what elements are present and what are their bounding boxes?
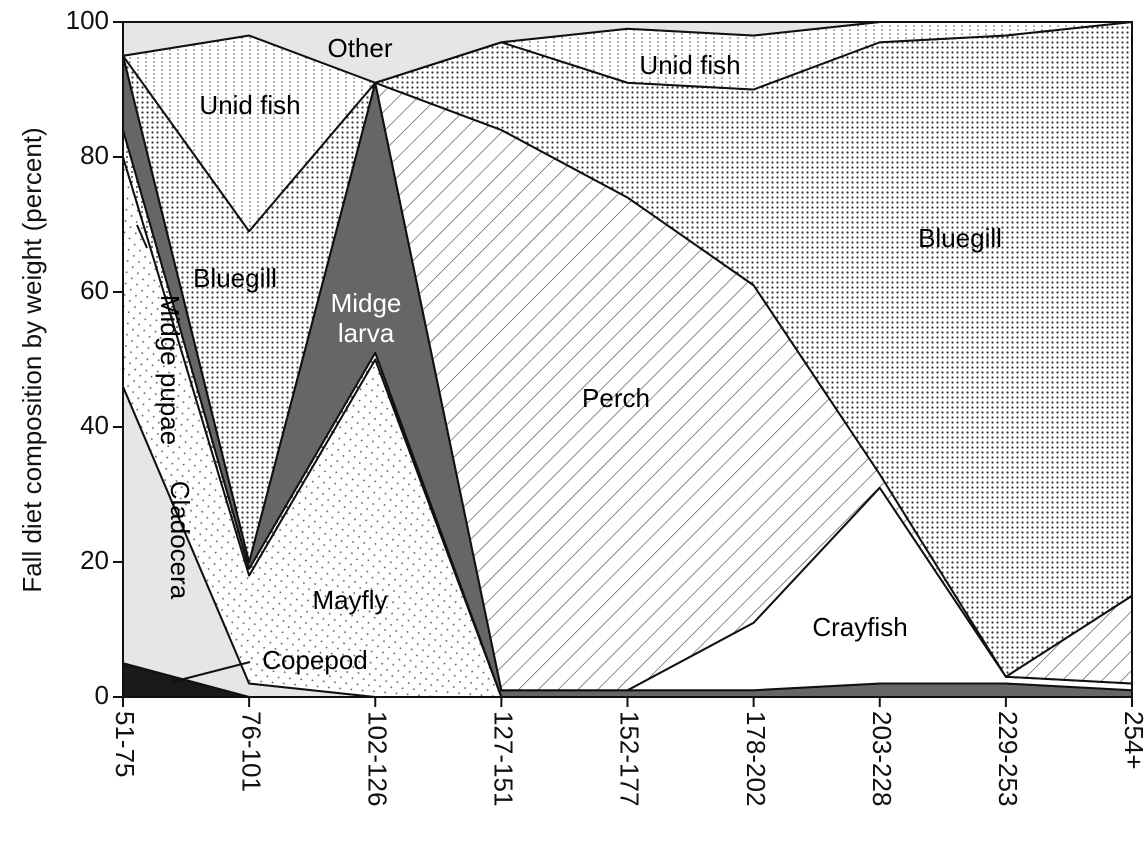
x-tick-label: 127-151 [489,711,519,806]
area-label: Bluegill [918,223,1002,253]
leader-line [171,661,251,683]
area-label: Bluegill [193,263,277,293]
area-label: Perch [582,383,650,413]
area-label: Cladocera [165,480,195,600]
x-tick-label: 254+ [1119,711,1144,770]
x-tick-label: 51-75 [110,711,140,778]
x-tick-label: 102-126 [362,711,392,806]
y-axis-title: Fall diet composition by weight (percent… [17,127,47,592]
area-label: Unid fish [639,50,741,80]
y-tick-label: 80 [80,140,109,170]
area-label: Mayfly [312,585,388,615]
area-label: Copepod [262,645,368,675]
leader-line [136,224,148,249]
area-label: Midge pupae [155,294,185,446]
x-tick-label: 152-177 [615,711,645,806]
y-tick-label: 100 [66,5,109,35]
y-tick-label: 60 [80,275,109,305]
x-tick-label: 76-101 [236,711,266,792]
x-tick-label: 203-228 [867,711,897,806]
area-label: Unid fish [199,90,301,120]
area-label: Midge larva [330,288,402,348]
x-tick-label: 178-202 [741,711,771,806]
y-tick-label: 0 [95,680,109,710]
y-tick-label: 40 [80,410,109,440]
x-tick-label: 229-253 [993,711,1023,806]
y-tick-label: 20 [80,545,109,575]
area-label: Crayfish [812,612,908,642]
area-label: Other [327,33,393,63]
